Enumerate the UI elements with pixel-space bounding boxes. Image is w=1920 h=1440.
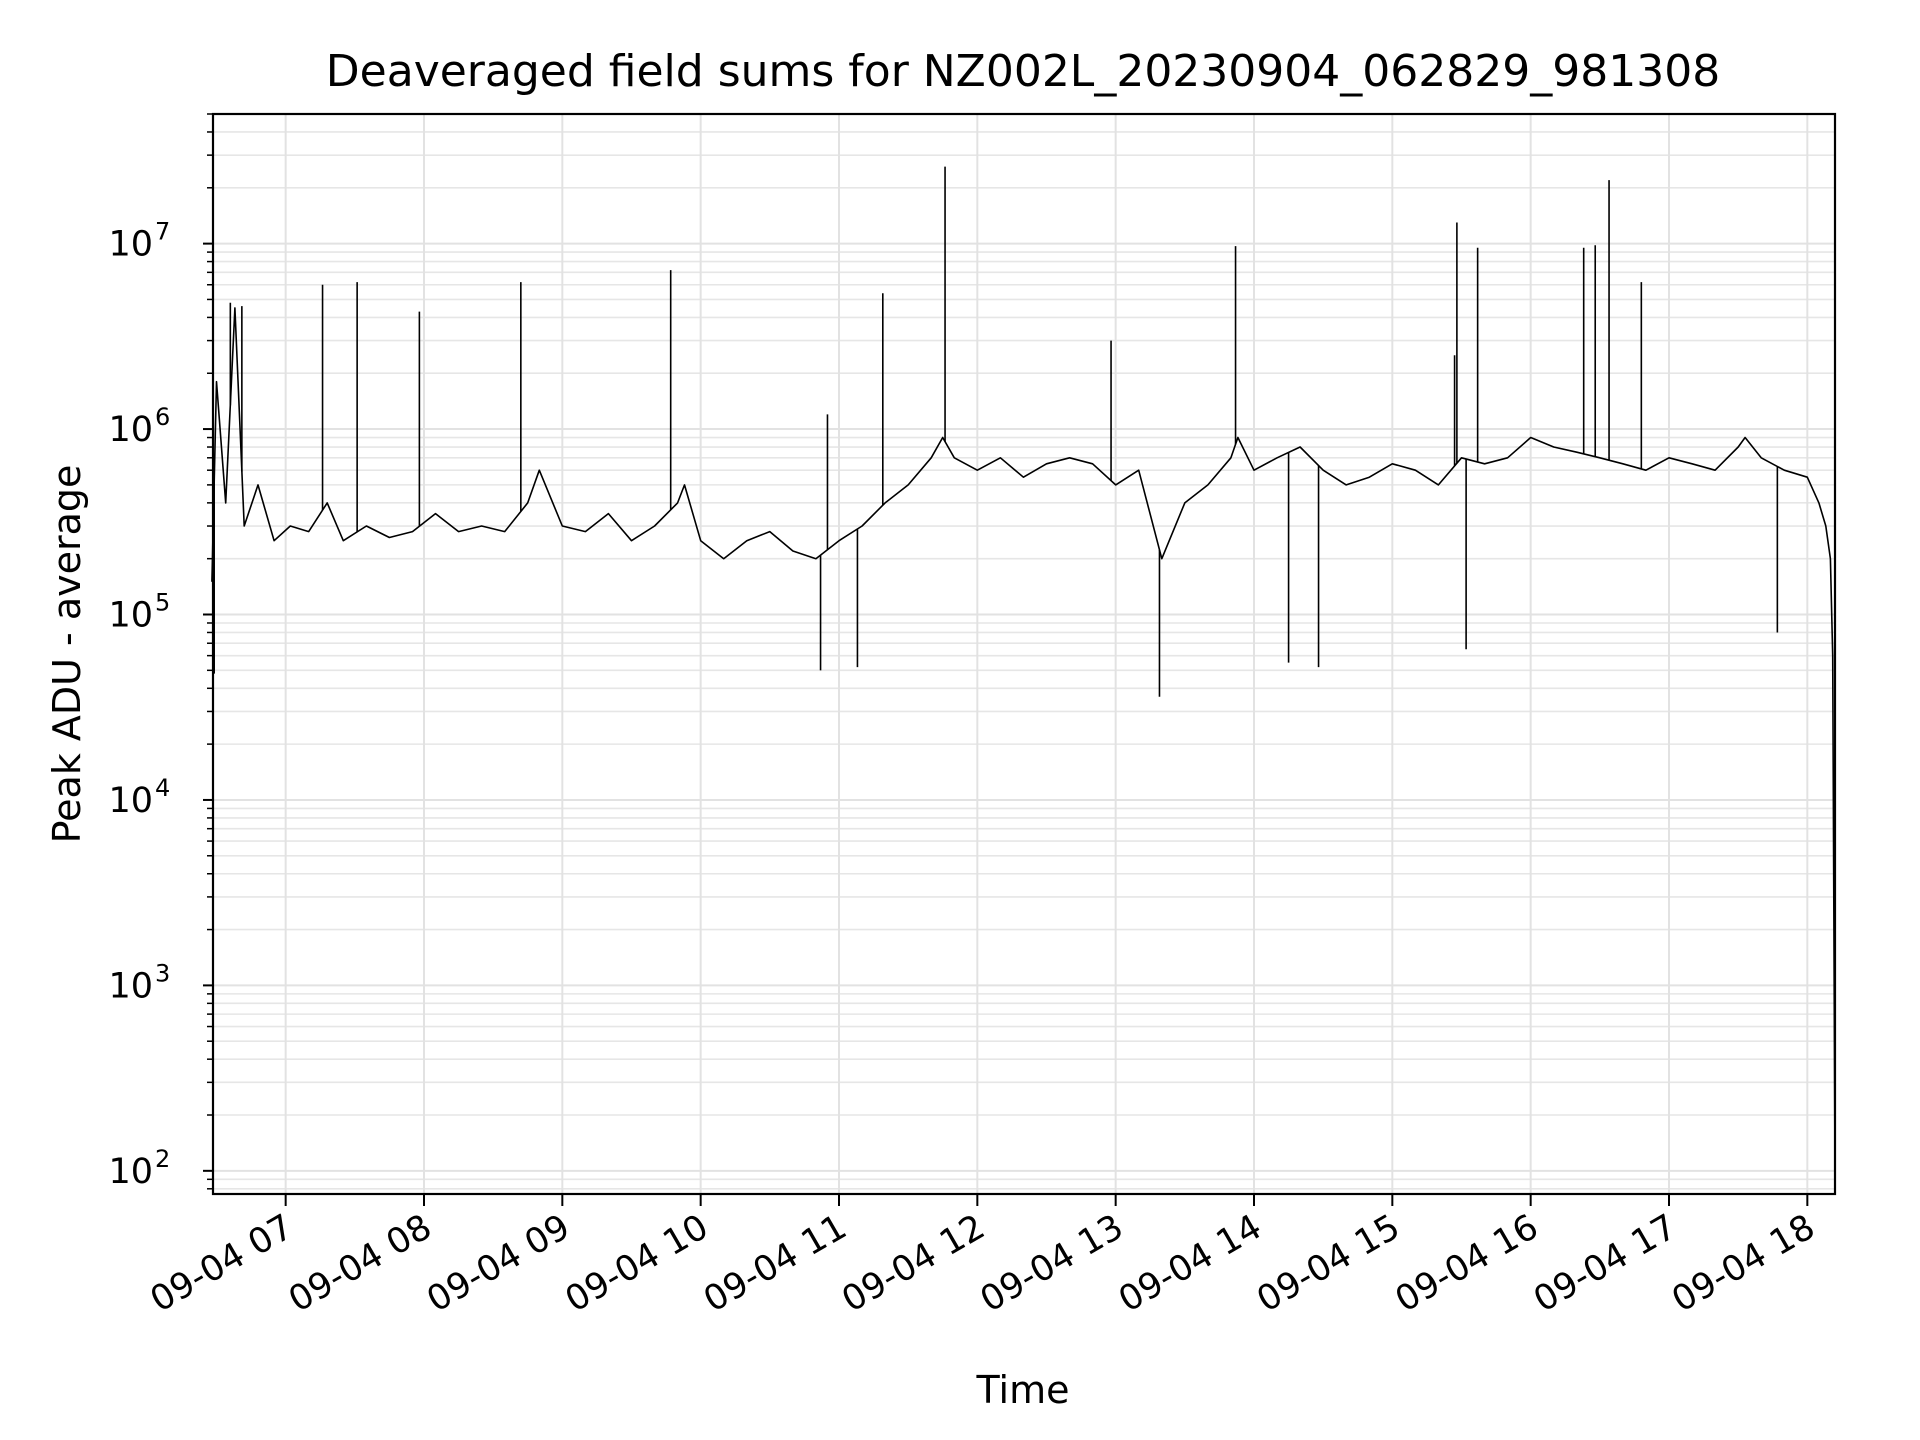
x-axis-label: Time xyxy=(976,1368,1070,1412)
y-tick-label-exponent: 3 xyxy=(155,959,170,987)
y-axis-label: Peak ADU - average xyxy=(45,465,89,844)
y-tick-label: 10 xyxy=(108,781,153,821)
series-line xyxy=(211,307,1836,1171)
chart-title: Deaveraged field sums for NZ002L_2023090… xyxy=(326,46,1720,97)
y-tick-label-exponent: 7 xyxy=(155,218,170,246)
y-tick-label: 10 xyxy=(108,410,153,450)
y-tick-label: 10 xyxy=(108,225,153,265)
y-tick-label: 10 xyxy=(108,1152,153,1192)
y-tick-label: 10 xyxy=(108,966,153,1006)
series-layer xyxy=(211,166,1836,1171)
y-tick-label-exponent: 6 xyxy=(155,403,170,431)
y-tick-label: 10 xyxy=(108,596,153,636)
y-tick-label-exponent: 2 xyxy=(155,1145,170,1173)
y-tick-label-exponent: 5 xyxy=(155,589,170,617)
grid xyxy=(213,113,1835,1194)
y-tick-label-exponent: 4 xyxy=(155,774,170,802)
plot-frame xyxy=(211,112,1837,1196)
